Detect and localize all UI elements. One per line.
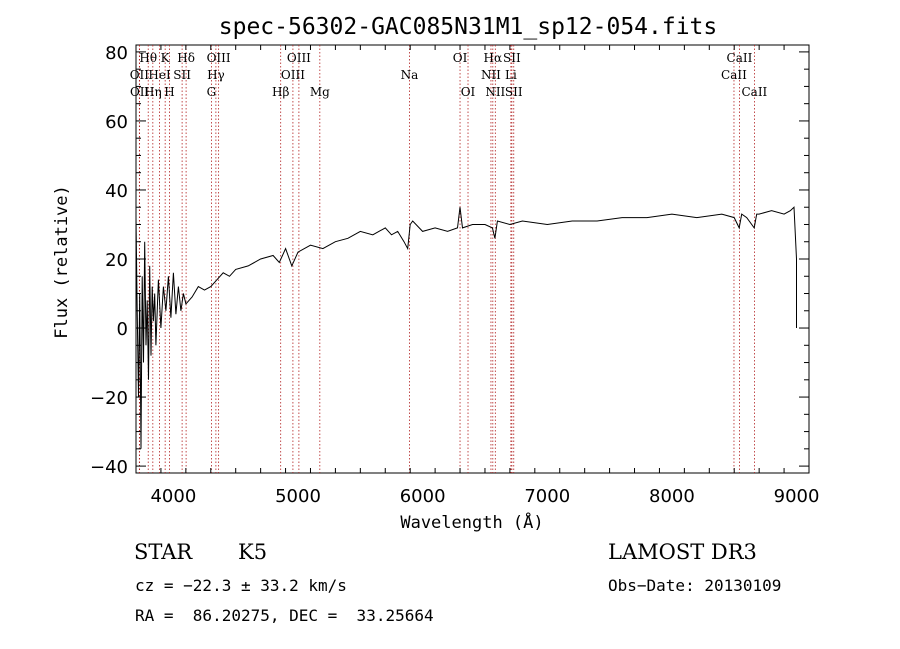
spectral-line-label: Mg bbox=[310, 85, 330, 99]
coordinates: RA = 86.20275, DEC = 33.25664 bbox=[135, 606, 434, 625]
spectral-line-label: SII bbox=[503, 51, 521, 65]
object-type: STAR bbox=[134, 540, 193, 564]
flux-series-line bbox=[135, 206, 797, 449]
x-tick-label: 8000 bbox=[649, 486, 695, 507]
y-tick-label: 0 bbox=[117, 319, 128, 340]
spectral-line-label: Hδ bbox=[177, 51, 195, 65]
spectral-line-label: CaII bbox=[741, 85, 767, 99]
spectral-line-label: Hθ bbox=[139, 51, 157, 65]
object-subclass: K5 bbox=[238, 540, 268, 564]
spectral-line-label: K bbox=[161, 51, 171, 65]
spectral-line-label: Hη bbox=[144, 85, 162, 99]
spectral-line-label: G bbox=[207, 85, 217, 99]
spectral-line-label: OIII bbox=[207, 51, 231, 65]
x-axis-ticks: 4000 5000 6000 7000 8000 9000 bbox=[135, 45, 820, 507]
chart-title: spec-56302-GAC085N31M1_sp12-054.fits bbox=[219, 14, 718, 40]
y-tick-label: −20 bbox=[90, 388, 128, 409]
spectral-line-label: OII bbox=[130, 85, 150, 99]
observation-date: Obs−Date: 20130109 bbox=[608, 576, 782, 595]
spectral-line-label: CaII bbox=[727, 51, 753, 65]
spectral-line-labels: HθHηOIIOIIHeIKHSIIHδGHγOIIIHβOIIIOIIIMgN… bbox=[130, 51, 768, 99]
spectral-line-label: OI bbox=[453, 51, 468, 65]
y-tick-label: 20 bbox=[105, 250, 128, 271]
spectral-line-label: Hγ bbox=[207, 68, 225, 82]
y-tick-label: −40 bbox=[90, 457, 128, 478]
y-axis-label: Flux (relative) bbox=[52, 185, 72, 339]
x-tick-label: 5000 bbox=[275, 486, 321, 507]
x-tick-label: 6000 bbox=[400, 486, 446, 507]
spectral-line-label: Hα bbox=[484, 51, 503, 65]
spectral-line-label: SII bbox=[505, 85, 523, 99]
spectral-line-label: OII bbox=[130, 68, 150, 82]
spectral-line-label: Na bbox=[401, 68, 419, 82]
y-tick-label: 80 bbox=[105, 43, 128, 64]
spectral-line-label: OI bbox=[461, 85, 476, 99]
y-tick-label: 60 bbox=[105, 112, 128, 133]
x-tick-label: 4000 bbox=[150, 486, 196, 507]
x-tick-label: 7000 bbox=[524, 486, 570, 507]
x-axis-label: Wavelength (Å) bbox=[400, 511, 543, 533]
spectral-line-label: HeI bbox=[148, 68, 171, 82]
spectral-line-label: NII bbox=[485, 85, 505, 99]
spectral-line-label: Hβ bbox=[272, 85, 289, 99]
x-tick-label: 9000 bbox=[774, 486, 820, 507]
spectral-line-label: CaII bbox=[721, 68, 747, 82]
spectral-line-markers bbox=[138, 45, 755, 473]
spectral-line-label: OIII bbox=[281, 68, 305, 82]
spectral-line-label: OIII bbox=[287, 51, 311, 65]
plot-frame bbox=[135, 44, 810, 474]
spectral-line-label: SII bbox=[173, 68, 191, 82]
spectral-line-label: Li bbox=[505, 68, 517, 82]
spectral-line-label: H bbox=[164, 85, 174, 99]
redshift-velocity: cz = −22.3 ± 33.2 km/s bbox=[135, 576, 347, 595]
spectral-line-label: NII bbox=[481, 68, 501, 82]
y-axis-ticks: −40 −20 0 20 40 60 80 bbox=[90, 43, 809, 478]
survey-name: LAMOST DR3 bbox=[608, 540, 757, 564]
y-tick-label: 40 bbox=[105, 181, 128, 202]
